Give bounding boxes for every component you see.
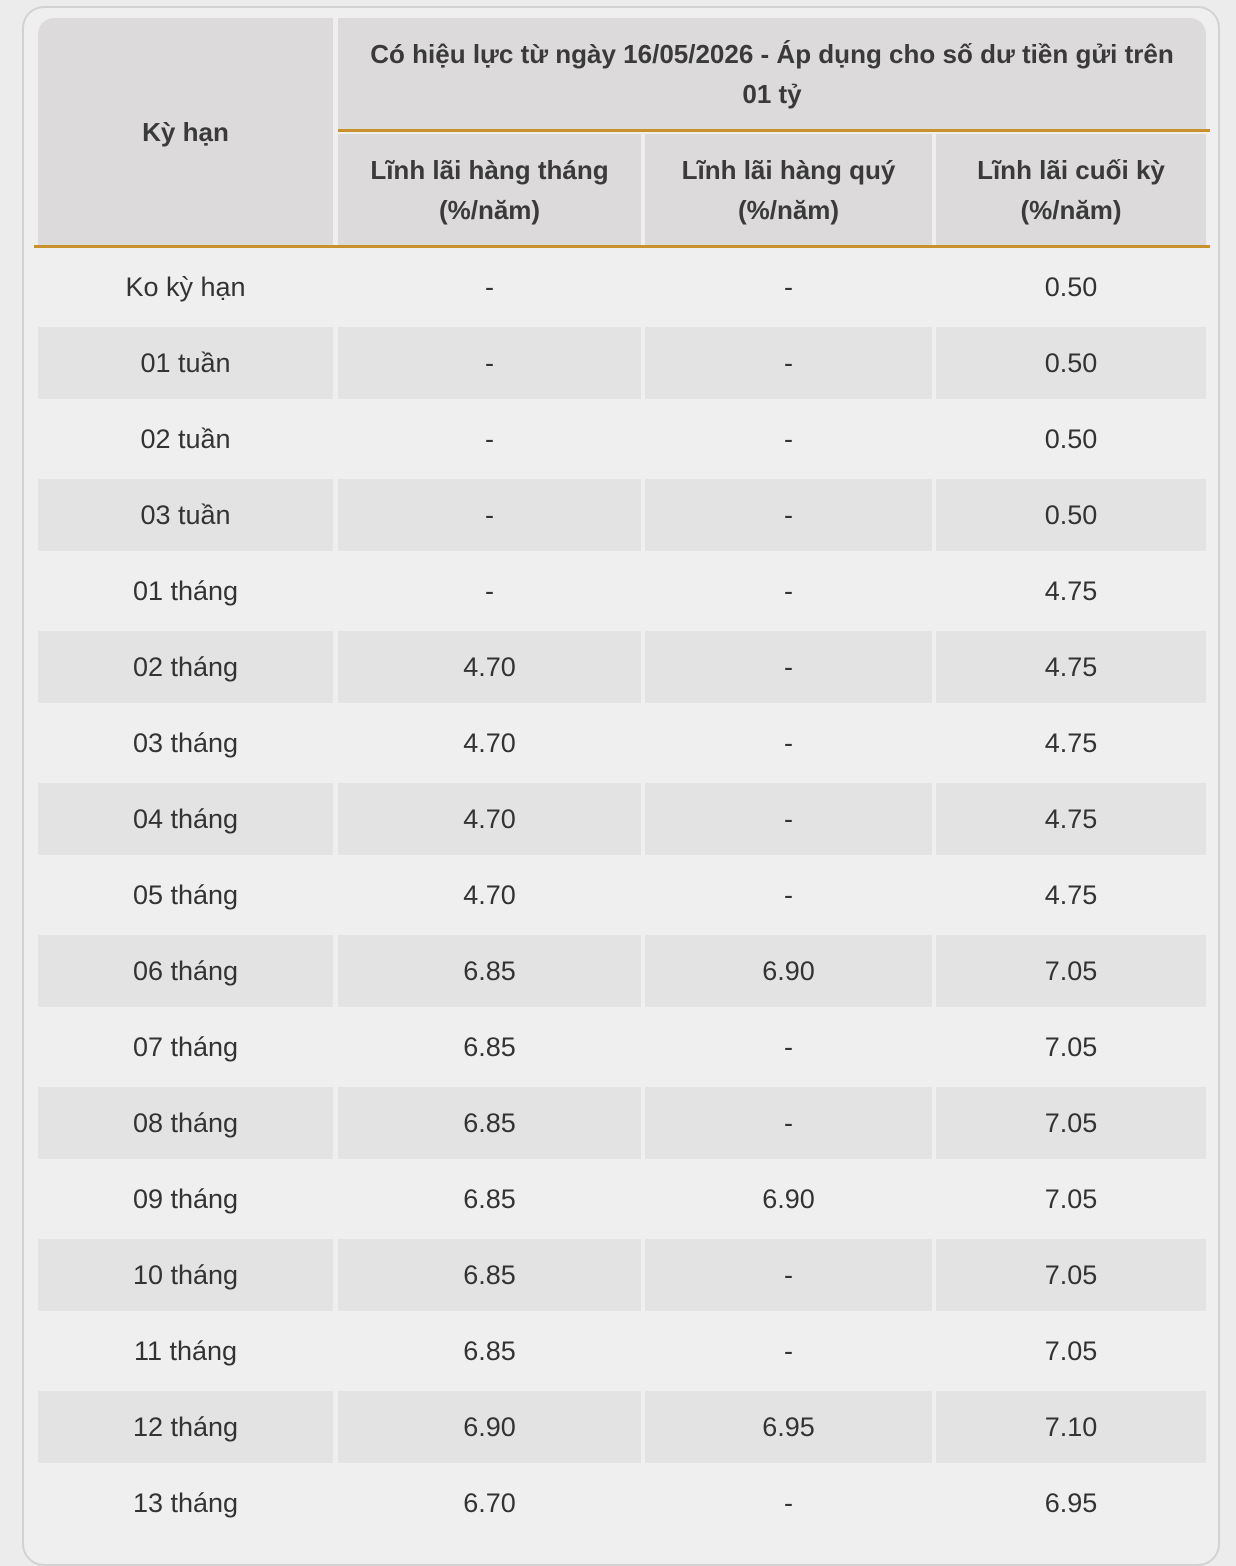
term-cell: 01 tuần	[38, 327, 333, 399]
quarterly-rate-cell: 6.95	[645, 1391, 932, 1463]
quarterly-rate-cell: 6.90	[645, 935, 932, 1007]
header-effective-date: Có hiệu lực từ ngày 16/05/2026 - Áp dụng…	[338, 18, 1206, 130]
monthly-rate-cell: 6.85	[338, 1087, 641, 1159]
term-cell: 03 tháng	[132, 727, 239, 758]
end-of-term-rate-cell: 4.75	[1044, 575, 1098, 606]
monthly-rate-cell: 6.90	[338, 1391, 641, 1463]
monthly-rate-cell: 6.85	[338, 935, 641, 1007]
quarterly-rate-cell: -	[784, 1335, 793, 1366]
term-cell: 08 tháng	[38, 1087, 333, 1159]
term-cell: 02 tuần	[140, 423, 231, 454]
end-of-term-rate-cell: 0.50	[936, 327, 1206, 399]
header-monthly-interest: Lĩnh lãi hàng tháng (%/năm)	[338, 134, 641, 246]
table-row: 09 tháng 6.85 6.90 7.05	[38, 1163, 1206, 1235]
monthly-rate-cell: -	[485, 575, 494, 606]
table-row: 07 tháng 6.85 - 7.05	[38, 1011, 1206, 1083]
term-cell: Ko kỳ hạn	[125, 271, 246, 302]
quarterly-rate-cell: -	[784, 727, 793, 758]
table-row: 01 tuần - -0.50	[38, 327, 1206, 399]
quarterly-rate-cell: -	[645, 479, 932, 551]
quarterly-rate-cell: -	[784, 879, 793, 910]
header-bottom-divider	[34, 245, 1210, 248]
quarterly-rate-cell: -	[784, 575, 793, 606]
table-row: 03 tháng 4.70 - 4.75	[38, 707, 1206, 779]
monthly-rate-cell: 6.85	[338, 1239, 641, 1311]
end-of-term-rate-cell: 0.50	[1044, 423, 1098, 454]
end-of-term-rate-cell: 7.05	[936, 1239, 1206, 1311]
quarterly-rate-cell: -	[784, 423, 793, 454]
monthly-rate-cell: -	[485, 271, 494, 302]
quarterly-rate-cell: 6.90	[762, 1183, 815, 1214]
term-cell: 04 tháng	[38, 783, 333, 855]
header-term: Kỳ hạn	[38, 18, 333, 246]
quarterly-rate-cell: -	[645, 1087, 932, 1159]
end-of-term-rate-cell: 4.75	[936, 631, 1206, 703]
monthly-rate-cell: -	[485, 423, 494, 454]
table-row: 02 tuần - - 0.50	[38, 403, 1206, 475]
monthly-rate-cell: 4.70	[463, 727, 516, 758]
end-of-term-rate-cell: 7.05	[1044, 1183, 1098, 1214]
term-cell: 09 tháng	[132, 1183, 239, 1214]
end-of-term-rate-cell: 4.75	[936, 783, 1206, 855]
monthly-rate-cell: 4.70	[338, 783, 641, 855]
quarterly-rate-cell: -	[645, 1239, 932, 1311]
monthly-rate-cell: 6.85	[463, 1335, 516, 1366]
term-cell: 06 tháng	[38, 935, 333, 1007]
header-end-of-term-interest: Lĩnh lãi cuối kỳ (%/năm)	[936, 134, 1206, 246]
table-row: 01 tháng - - 4.75	[38, 555, 1206, 627]
quarterly-rate-cell: -	[784, 1487, 793, 1518]
monthly-rate-cell: -	[338, 479, 641, 551]
table-row: 10 tháng 6.85-7.05	[38, 1239, 1206, 1311]
quarterly-rate-cell: -	[784, 271, 793, 302]
end-of-term-rate-cell: 7.05	[1044, 1031, 1098, 1062]
end-of-term-rate-cell: 4.75	[1044, 727, 1098, 758]
table-row: 13 tháng 6.70 - 6.95	[38, 1467, 1206, 1539]
term-cell: 03 tuần	[38, 479, 333, 551]
monthly-rate-cell: 6.70	[463, 1487, 516, 1518]
term-cell: 07 tháng	[132, 1031, 239, 1062]
monthly-rate-cell: 4.70	[463, 879, 516, 910]
table-row: 08 tháng 6.85-7.05	[38, 1087, 1206, 1159]
monthly-rate-cell: -	[338, 327, 641, 399]
term-cell: 11 tháng	[133, 1335, 238, 1366]
end-of-term-rate-cell: 7.05	[936, 1087, 1206, 1159]
table-row: 03 tuần - -0.50	[38, 479, 1206, 551]
table-row: 02 tháng 4.70-4.75	[38, 631, 1206, 703]
end-of-term-rate-cell: 7.10	[936, 1391, 1206, 1463]
end-of-term-rate-cell: 0.50	[936, 479, 1206, 551]
monthly-rate-cell: 6.85	[463, 1031, 516, 1062]
quarterly-rate-cell: -	[645, 631, 932, 703]
quarterly-rate-cell: -	[645, 327, 932, 399]
table-row: 11 tháng 6.85 - 7.05	[38, 1315, 1206, 1387]
header-quarterly-interest: Lĩnh lãi hàng quý (%/năm)	[645, 134, 932, 246]
monthly-rate-cell: 6.85	[463, 1183, 516, 1214]
table-row: 04 tháng 4.70-4.75	[38, 783, 1206, 855]
term-cell: 05 tháng	[132, 879, 239, 910]
table-row: 06 tháng 6.85 6.90 7.05	[38, 935, 1206, 1007]
term-cell: 01 tháng	[132, 575, 239, 606]
quarterly-rate-cell: -	[645, 783, 932, 855]
term-cell: 12 tháng	[38, 1391, 333, 1463]
table-row: 12 tháng 6.90 6.95 7.10	[38, 1391, 1206, 1463]
term-cell: 02 tháng	[38, 631, 333, 703]
table-row: Ko kỳ hạn - - 0.50	[38, 251, 1206, 323]
header-divider	[338, 129, 1210, 132]
end-of-term-rate-cell: 7.05	[936, 935, 1206, 1007]
end-of-term-rate-cell: 6.95	[1044, 1487, 1098, 1518]
end-of-term-rate-cell: 7.05	[1044, 1335, 1098, 1366]
quarterly-rate-cell: -	[784, 1031, 793, 1062]
end-of-term-rate-cell: 4.75	[1044, 879, 1098, 910]
term-cell: 13 tháng	[132, 1487, 239, 1518]
table-row: 05 tháng 4.70 - 4.75	[38, 859, 1206, 931]
term-cell: 10 tháng	[38, 1239, 333, 1311]
end-of-term-rate-cell: 0.50	[1044, 271, 1098, 302]
monthly-rate-cell: 4.70	[338, 631, 641, 703]
